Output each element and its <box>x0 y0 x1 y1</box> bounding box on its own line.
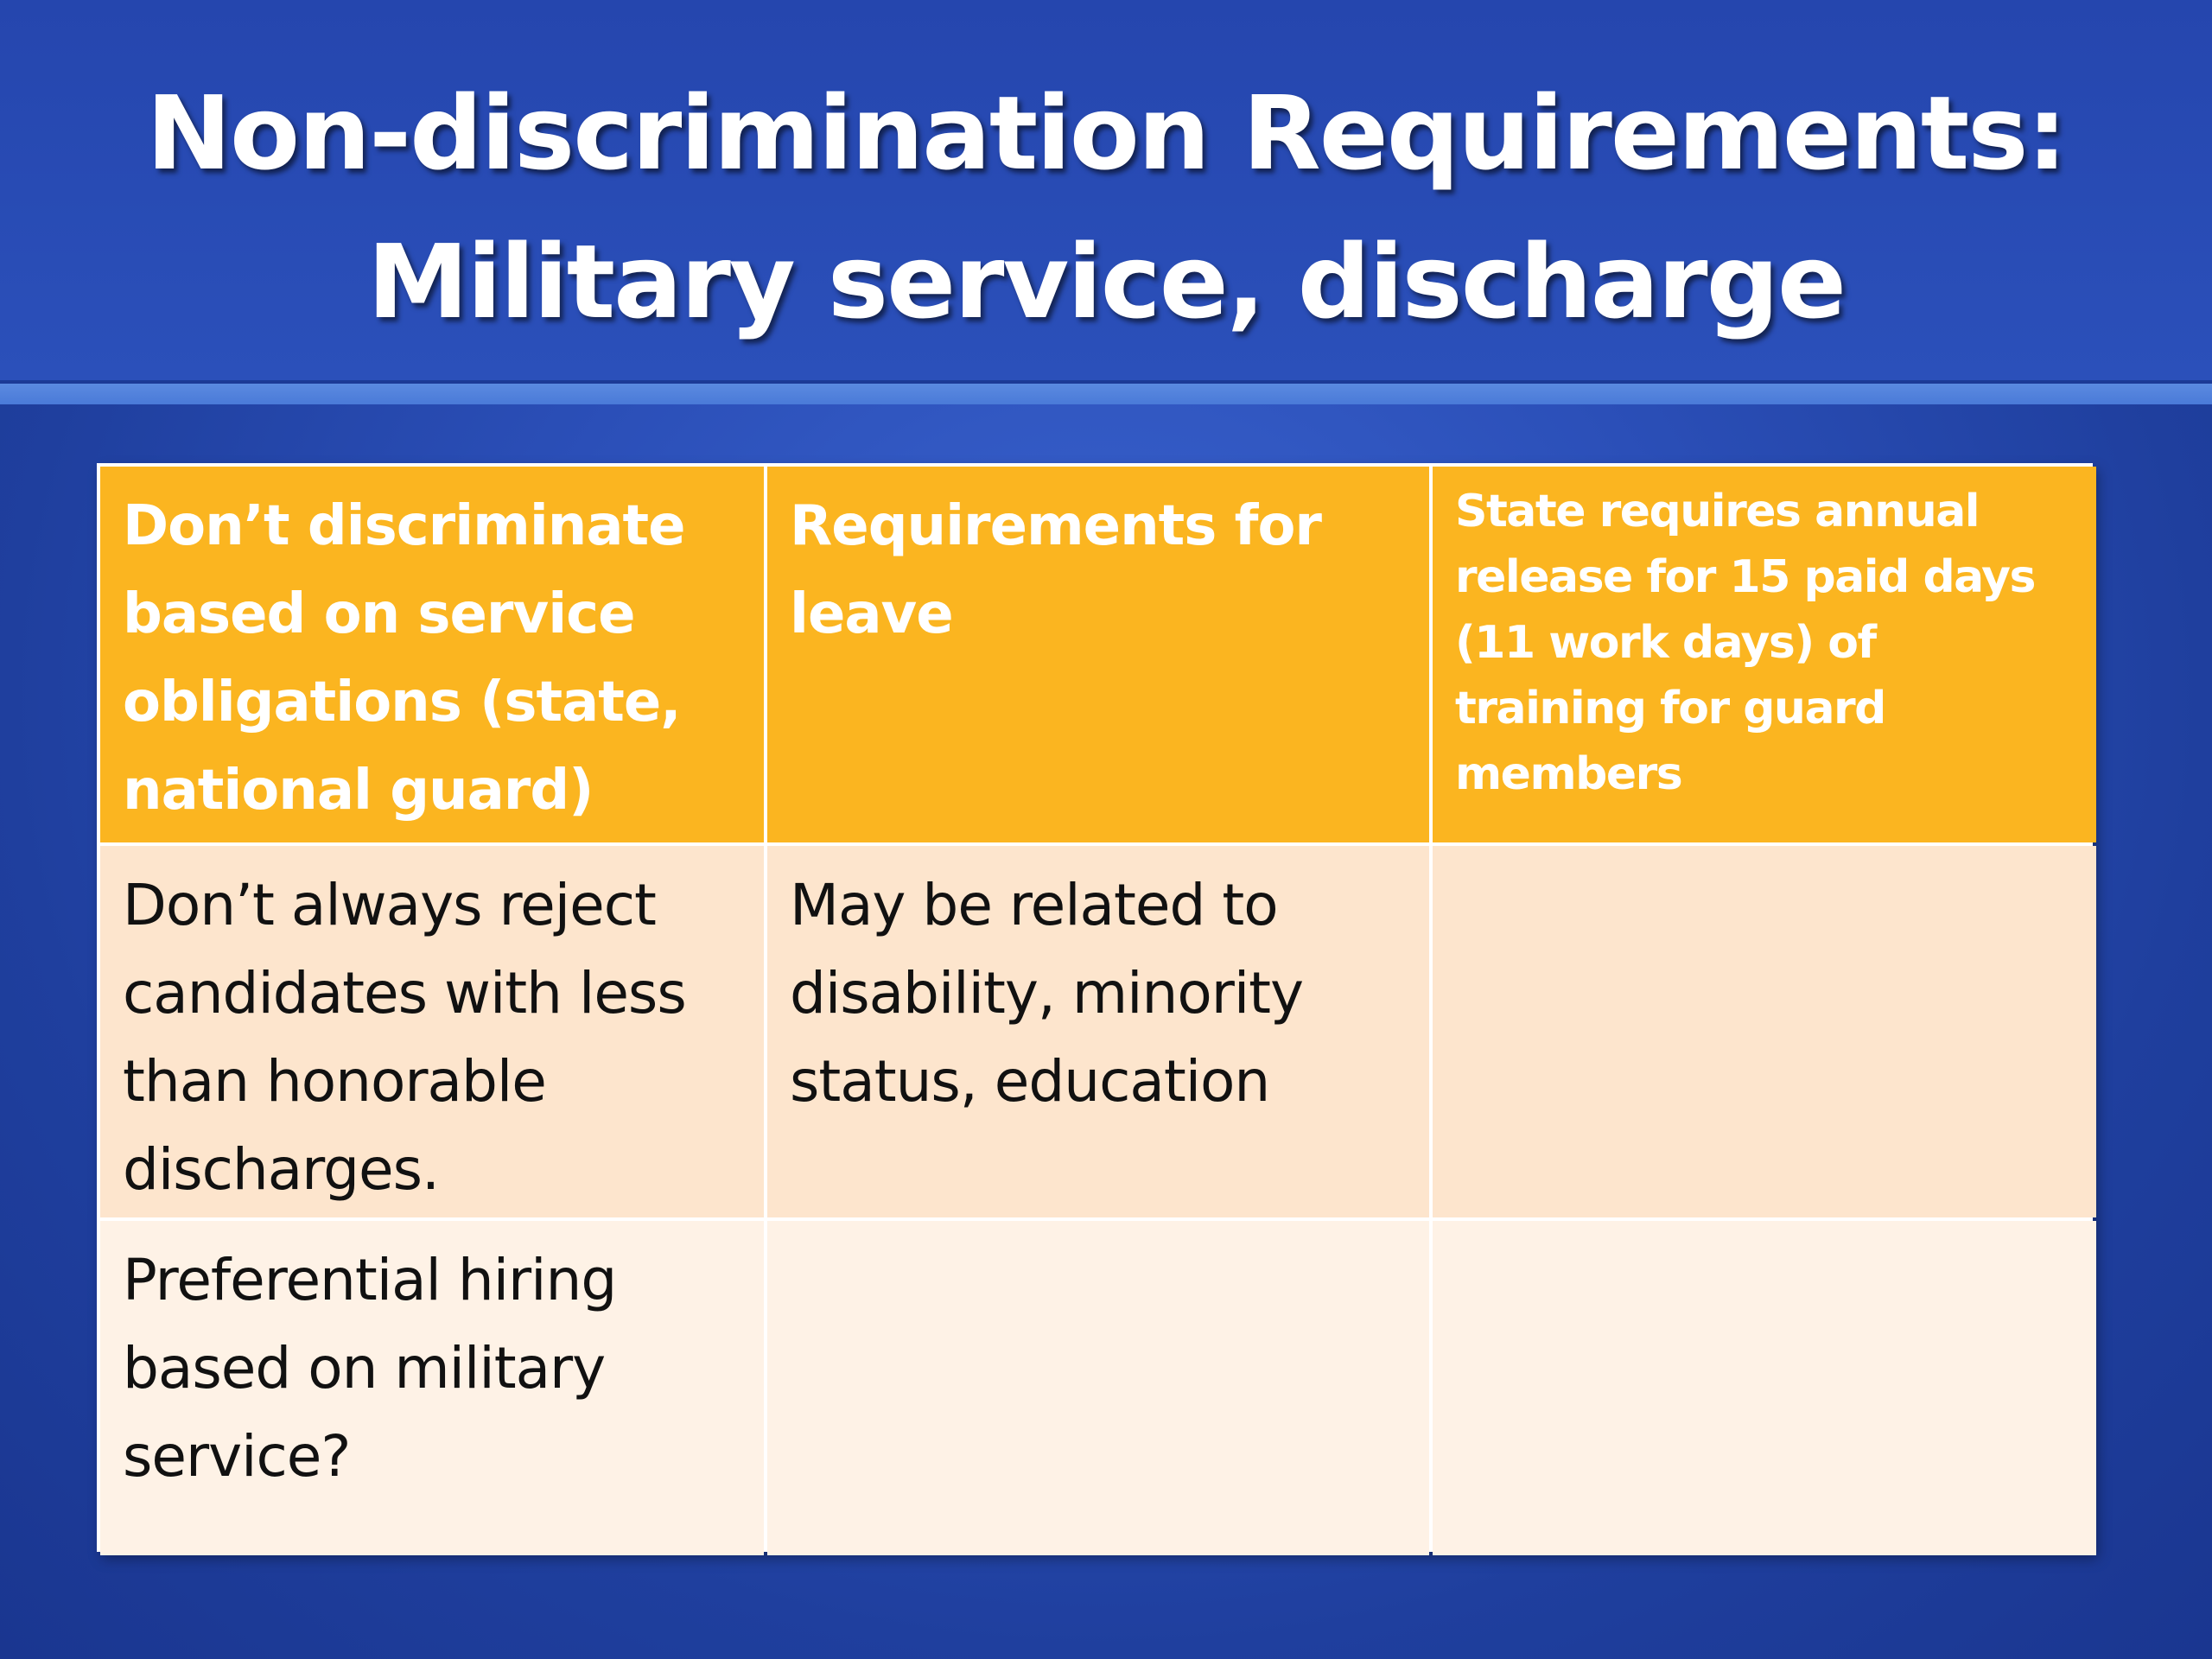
header-cell-discrimination: Don’t discriminate based on service obli… <box>100 467 764 842</box>
slide-title: Non-discrimination Requirements: Militar… <box>0 59 2212 356</box>
slide-title-line-1: Non-discrimination Requirements: <box>146 73 2067 193</box>
title-band <box>0 0 2212 380</box>
table-cell-related: May be related to disability, minority s… <box>767 846 1429 1217</box>
content-table: Don’t discriminate based on service obli… <box>97 463 2096 1555</box>
table-cell-empty <box>1433 1221 2096 1555</box>
table-cell-discharge: Don’t always reject candidates with less… <box>100 846 764 1217</box>
title-divider <box>0 384 2212 404</box>
slide-title-line-2: Military service, discharge <box>366 222 1847 341</box>
table-cell-empty <box>767 1221 1429 1555</box>
header-cell-leave: Requirements for leave <box>767 467 1429 842</box>
table-cell-empty <box>1433 846 2096 1217</box>
header-cell-state-release: State requires annual release for 15 pai… <box>1433 467 2096 842</box>
title-divider-shadow <box>0 380 2212 384</box>
table-cell-preferential-hiring: Preferential hiring based on military se… <box>100 1221 764 1555</box>
